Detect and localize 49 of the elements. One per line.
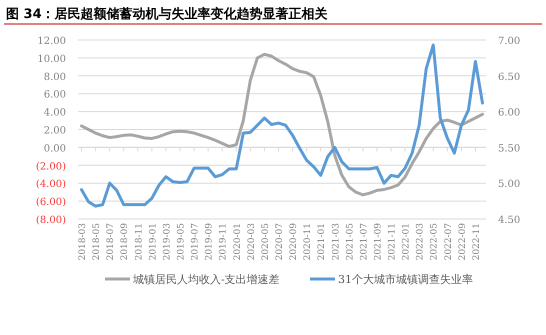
x-tick-label: 2020-03 [246, 222, 257, 260]
x-tick-label: 2021-03 [331, 222, 342, 260]
y-tick-label: (6.00) [36, 197, 66, 208]
legend-label: 城镇居民人均收入-支出增速差 [132, 273, 280, 286]
x-tick-label: 2018-03 [78, 222, 88, 260]
x-tick-label: 2019-07 [190, 222, 201, 260]
y-tick-label: 6.00 [44, 90, 66, 101]
x-tick-label: 2019-01 [148, 223, 158, 260]
x-tick-label: 2022-07 [444, 222, 454, 260]
x-tick-label: 2018-07 [106, 222, 116, 260]
x-tick-label: 2022-09 [458, 222, 468, 260]
y2-tick-label: 5.00 [498, 179, 520, 190]
y-tick-label: 12.00 [37, 36, 66, 47]
y2-tick-label: 7.00 [498, 36, 520, 47]
y-tick-label: 4.00 [44, 108, 66, 119]
x-tick-label: 2020-01 [232, 223, 243, 260]
y-tick-label: 10.00 [37, 54, 66, 65]
y2-tick-label: 6.00 [498, 108, 520, 119]
x-tick-label: 2018-11 [134, 223, 144, 260]
y-tick-label: (4.00) [36, 179, 66, 190]
x-tick-label: 2020-07 [274, 222, 285, 260]
x-tick-label: 2018-09 [120, 222, 130, 260]
x-tick-label: 2022-01 [402, 223, 412, 260]
legend-label: 31个大城市城镇调查失业率 [338, 273, 473, 286]
chart-title: 图 34：居民超额储蓄动机与失业率变化趋势显著正相关 [6, 6, 329, 22]
x-tick-label: 2022-05 [430, 222, 440, 260]
x-tick-label: 2021-07 [359, 222, 370, 260]
y2-tick-label: 4.50 [498, 215, 520, 226]
y-tick-label: 2.00 [44, 126, 66, 136]
y-tick-label: 8.00 [44, 72, 66, 83]
x-tick-label: 2022-11 [472, 223, 482, 260]
x-tick-label: 2021-05 [345, 222, 356, 260]
x-tick-label: 2020-11 [303, 223, 314, 260]
x-tick-label: 2021-01 [317, 223, 328, 260]
x-tick-label: 2021-09 [373, 222, 384, 260]
x-tick-label: 2019-11 [218, 223, 229, 260]
x-tick-label: 2020-09 [289, 222, 300, 260]
y-tick-label: (2.00) [36, 161, 66, 172]
x-tick-label: 2020-05 [260, 222, 271, 260]
y2-tick-label: 6.50 [498, 72, 520, 83]
x-tick-label: 2019-09 [204, 222, 215, 260]
x-tick-label: 2019-05 [176, 222, 186, 260]
y-tick-label: (8.00) [36, 215, 66, 226]
y2-tick-label: 5.50 [498, 143, 520, 154]
x-tick-label: 2018-05 [92, 222, 102, 260]
y-tick-label: 0.00 [44, 143, 66, 154]
x-tick-label: 2022-03 [416, 222, 426, 260]
x-tick-label: 2021-11 [388, 223, 398, 260]
x-tick-label: 2019-03 [162, 222, 172, 260]
